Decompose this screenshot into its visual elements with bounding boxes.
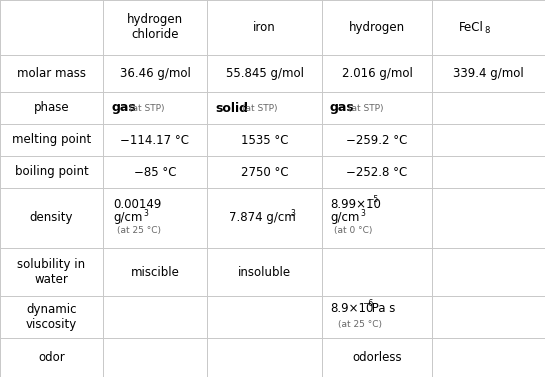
Text: 0.00149: 0.00149 [113,199,161,211]
Text: g/cm: g/cm [330,211,359,224]
Text: FeCl: FeCl [459,21,483,34]
Text: 8.99×10: 8.99×10 [330,199,381,211]
Text: dynamic
viscosity: dynamic viscosity [26,303,77,331]
Text: (at STP): (at STP) [129,104,165,112]
Text: (at 25 °C): (at 25 °C) [117,227,161,236]
Text: 36.46 g/mol: 36.46 g/mol [119,67,190,80]
Text: odor: odor [38,351,65,364]
Text: −5: −5 [367,196,378,204]
Text: odorless: odorless [352,351,402,364]
Text: 3: 3 [360,210,365,219]
Text: 339.4 g/mol: 339.4 g/mol [453,67,524,80]
Text: insoluble: insoluble [238,265,291,279]
Text: 2750 °C: 2750 °C [241,166,288,178]
Text: −85 °C: −85 °C [134,166,176,178]
Text: (at STP): (at STP) [243,104,278,112]
Text: −6: −6 [362,299,373,308]
Text: solubility in
water: solubility in water [17,258,86,286]
Text: 2.016 g/mol: 2.016 g/mol [342,67,413,80]
Text: g/cm: g/cm [113,211,142,224]
Text: gas: gas [111,101,136,115]
Text: solid: solid [215,101,248,115]
Text: 8.9×10: 8.9×10 [330,302,373,316]
Text: iron: iron [253,21,276,34]
Text: phase: phase [34,101,69,115]
Text: −252.8 °C: −252.8 °C [347,166,408,178]
Text: Pa s: Pa s [368,302,395,316]
Text: 3: 3 [143,210,148,219]
Text: melting point: melting point [12,133,91,147]
Text: gas: gas [330,101,355,115]
Text: 7.874 g/cm: 7.874 g/cm [229,211,296,224]
Text: hydrogen
chloride: hydrogen chloride [127,14,183,41]
Text: hydrogen: hydrogen [349,21,405,34]
Text: −114.17 °C: −114.17 °C [120,133,190,147]
Text: molar mass: molar mass [17,67,86,80]
Text: 55.845 g/mol: 55.845 g/mol [226,67,304,80]
Text: 8: 8 [485,26,490,35]
Text: miscible: miscible [131,265,179,279]
Text: (at STP): (at STP) [348,104,384,112]
Text: −259.2 °C: −259.2 °C [346,133,408,147]
Text: density: density [30,211,73,224]
Text: 1535 °C: 1535 °C [241,133,288,147]
Text: 3: 3 [290,210,295,219]
Text: boiling point: boiling point [15,166,88,178]
Text: (at 0 °C): (at 0 °C) [334,227,372,236]
Text: (at 25 °C): (at 25 °C) [338,320,382,329]
